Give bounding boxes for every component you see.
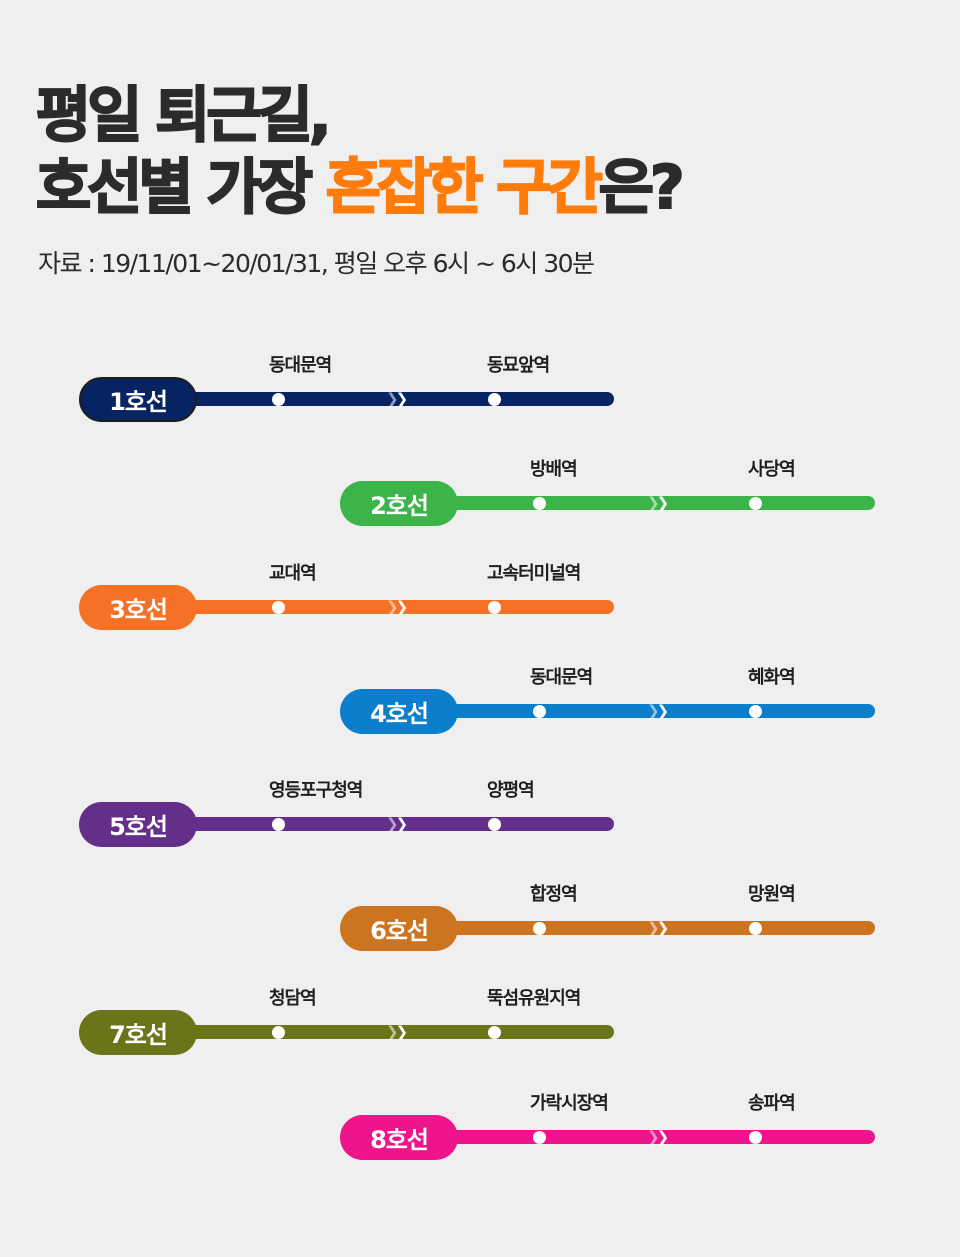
station-from: 교대역 — [269, 563, 317, 584]
line-row-4: 4호선 동대문역 혜화역 ❯❯ — [340, 667, 880, 745]
source-note: 자료 : 19/11/01~20/01/31, 평일 오후 6시 ~ 6시 30… — [38, 249, 595, 278]
line-badge-5: 5호선 — [79, 802, 197, 847]
station-dot-to — [488, 818, 501, 831]
line-row-8: 8호선 가락시장역 송파역 ❯❯ — [340, 1093, 880, 1171]
title-highlight-crowded: 혼잡한 — [325, 152, 485, 224]
double-chevron-right-icon: ❯❯ — [647, 494, 669, 512]
station-from: 동대문역 — [269, 355, 332, 376]
double-chevron-right-icon: ❯❯ — [647, 702, 669, 720]
station-from: 합정역 — [530, 884, 578, 905]
line-row-6: 6호선 합정역 망원역 ❯❯ — [340, 884, 880, 962]
double-chevron-right-icon: ❯❯ — [386, 390, 408, 408]
line-badge-4: 4호선 — [340, 689, 458, 734]
line-badge-7: 7호선 — [79, 1010, 197, 1055]
station-dot-to — [749, 705, 762, 718]
title-line-2-prefix: 호선별 가장 — [35, 152, 326, 224]
line-row-3: 3호선 교대역 고속터미널역 ❯❯ — [79, 563, 619, 641]
double-chevron-right-icon: ❯❯ — [386, 815, 408, 833]
station-dot-to — [749, 1131, 762, 1144]
station-dot-from — [272, 601, 285, 614]
station-to: 혜화역 — [748, 667, 796, 688]
station-from: 청담역 — [269, 988, 317, 1009]
station-dot-from — [272, 1026, 285, 1039]
station-to: 송파역 — [748, 1093, 796, 1114]
line-badge-8: 8호선 — [340, 1115, 458, 1160]
line-badge-3: 3호선 — [79, 585, 197, 630]
page-title: 평일 퇴근길, 호선별 가장 혼잡한 구간은? — [35, 80, 686, 224]
line-row-7: 7호선 청담역 뚝섬유원지역 ❯❯ — [79, 988, 619, 1066]
station-to: 뚝섬유원지역 — [487, 988, 581, 1009]
station-dot-to — [488, 393, 501, 406]
double-chevron-right-icon: ❯❯ — [647, 919, 669, 937]
line-badge-2: 2호선 — [340, 481, 458, 526]
double-chevron-right-icon: ❯❯ — [386, 598, 408, 616]
station-dot-from — [272, 393, 285, 406]
line-row-5: 5호선 영등포구청역 양평역 ❯❯ — [79, 780, 619, 858]
line-badge-1: 1호선 — [79, 377, 197, 422]
station-to: 사당역 — [748, 459, 796, 480]
title-line-2-suffix: 은? — [598, 152, 686, 224]
station-dot-to — [749, 497, 762, 510]
station-to: 고속터미널역 — [487, 563, 581, 584]
station-to: 망원역 — [748, 884, 796, 905]
line-row-1: 1호선 동대문역 동묘앞역 ❯❯ — [79, 355, 619, 433]
title-line-1: 평일 퇴근길, — [35, 80, 333, 152]
station-from: 방배역 — [530, 459, 578, 480]
double-chevron-right-icon: ❯❯ — [647, 1128, 669, 1146]
line-row-2: 2호선 방배역 사당역 ❯❯ — [340, 459, 880, 537]
station-to: 동묘앞역 — [487, 355, 550, 376]
station-dot-to — [488, 1026, 501, 1039]
station-dot-from — [533, 1131, 546, 1144]
station-dot-from — [272, 818, 285, 831]
title-highlight-section: 구간 — [495, 152, 603, 224]
station-dot-to — [749, 922, 762, 935]
line-badge-6: 6호선 — [340, 906, 458, 951]
station-to: 양평역 — [487, 780, 535, 801]
station-from: 가락시장역 — [530, 1093, 609, 1114]
station-dot-from — [533, 497, 546, 510]
station-from: 동대문역 — [530, 667, 593, 688]
title-line-2: 호선별 가장 혼잡한 구간은? — [35, 152, 686, 224]
station-dot-from — [533, 705, 546, 718]
station-dot-to — [488, 601, 501, 614]
double-chevron-right-icon: ❯❯ — [386, 1023, 408, 1041]
station-from: 영등포구청역 — [269, 780, 363, 801]
station-dot-from — [533, 922, 546, 935]
